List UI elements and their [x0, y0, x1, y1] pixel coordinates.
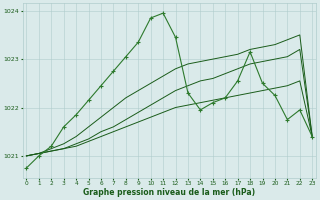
X-axis label: Graphe pression niveau de la mer (hPa): Graphe pression niveau de la mer (hPa)	[83, 188, 255, 197]
